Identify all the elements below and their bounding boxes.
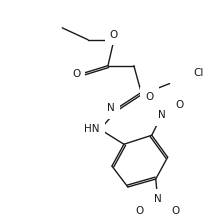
Text: O: O (110, 30, 118, 40)
Text: N: N (154, 194, 162, 204)
Text: N: N (107, 104, 115, 113)
Text: O: O (171, 206, 180, 216)
Text: O: O (136, 206, 144, 216)
Text: HN: HN (84, 124, 100, 134)
Text: O: O (176, 100, 184, 110)
Text: Cl: Cl (193, 68, 204, 78)
Text: O: O (72, 69, 80, 79)
Text: O: O (146, 92, 154, 102)
Text: N: N (158, 110, 166, 120)
